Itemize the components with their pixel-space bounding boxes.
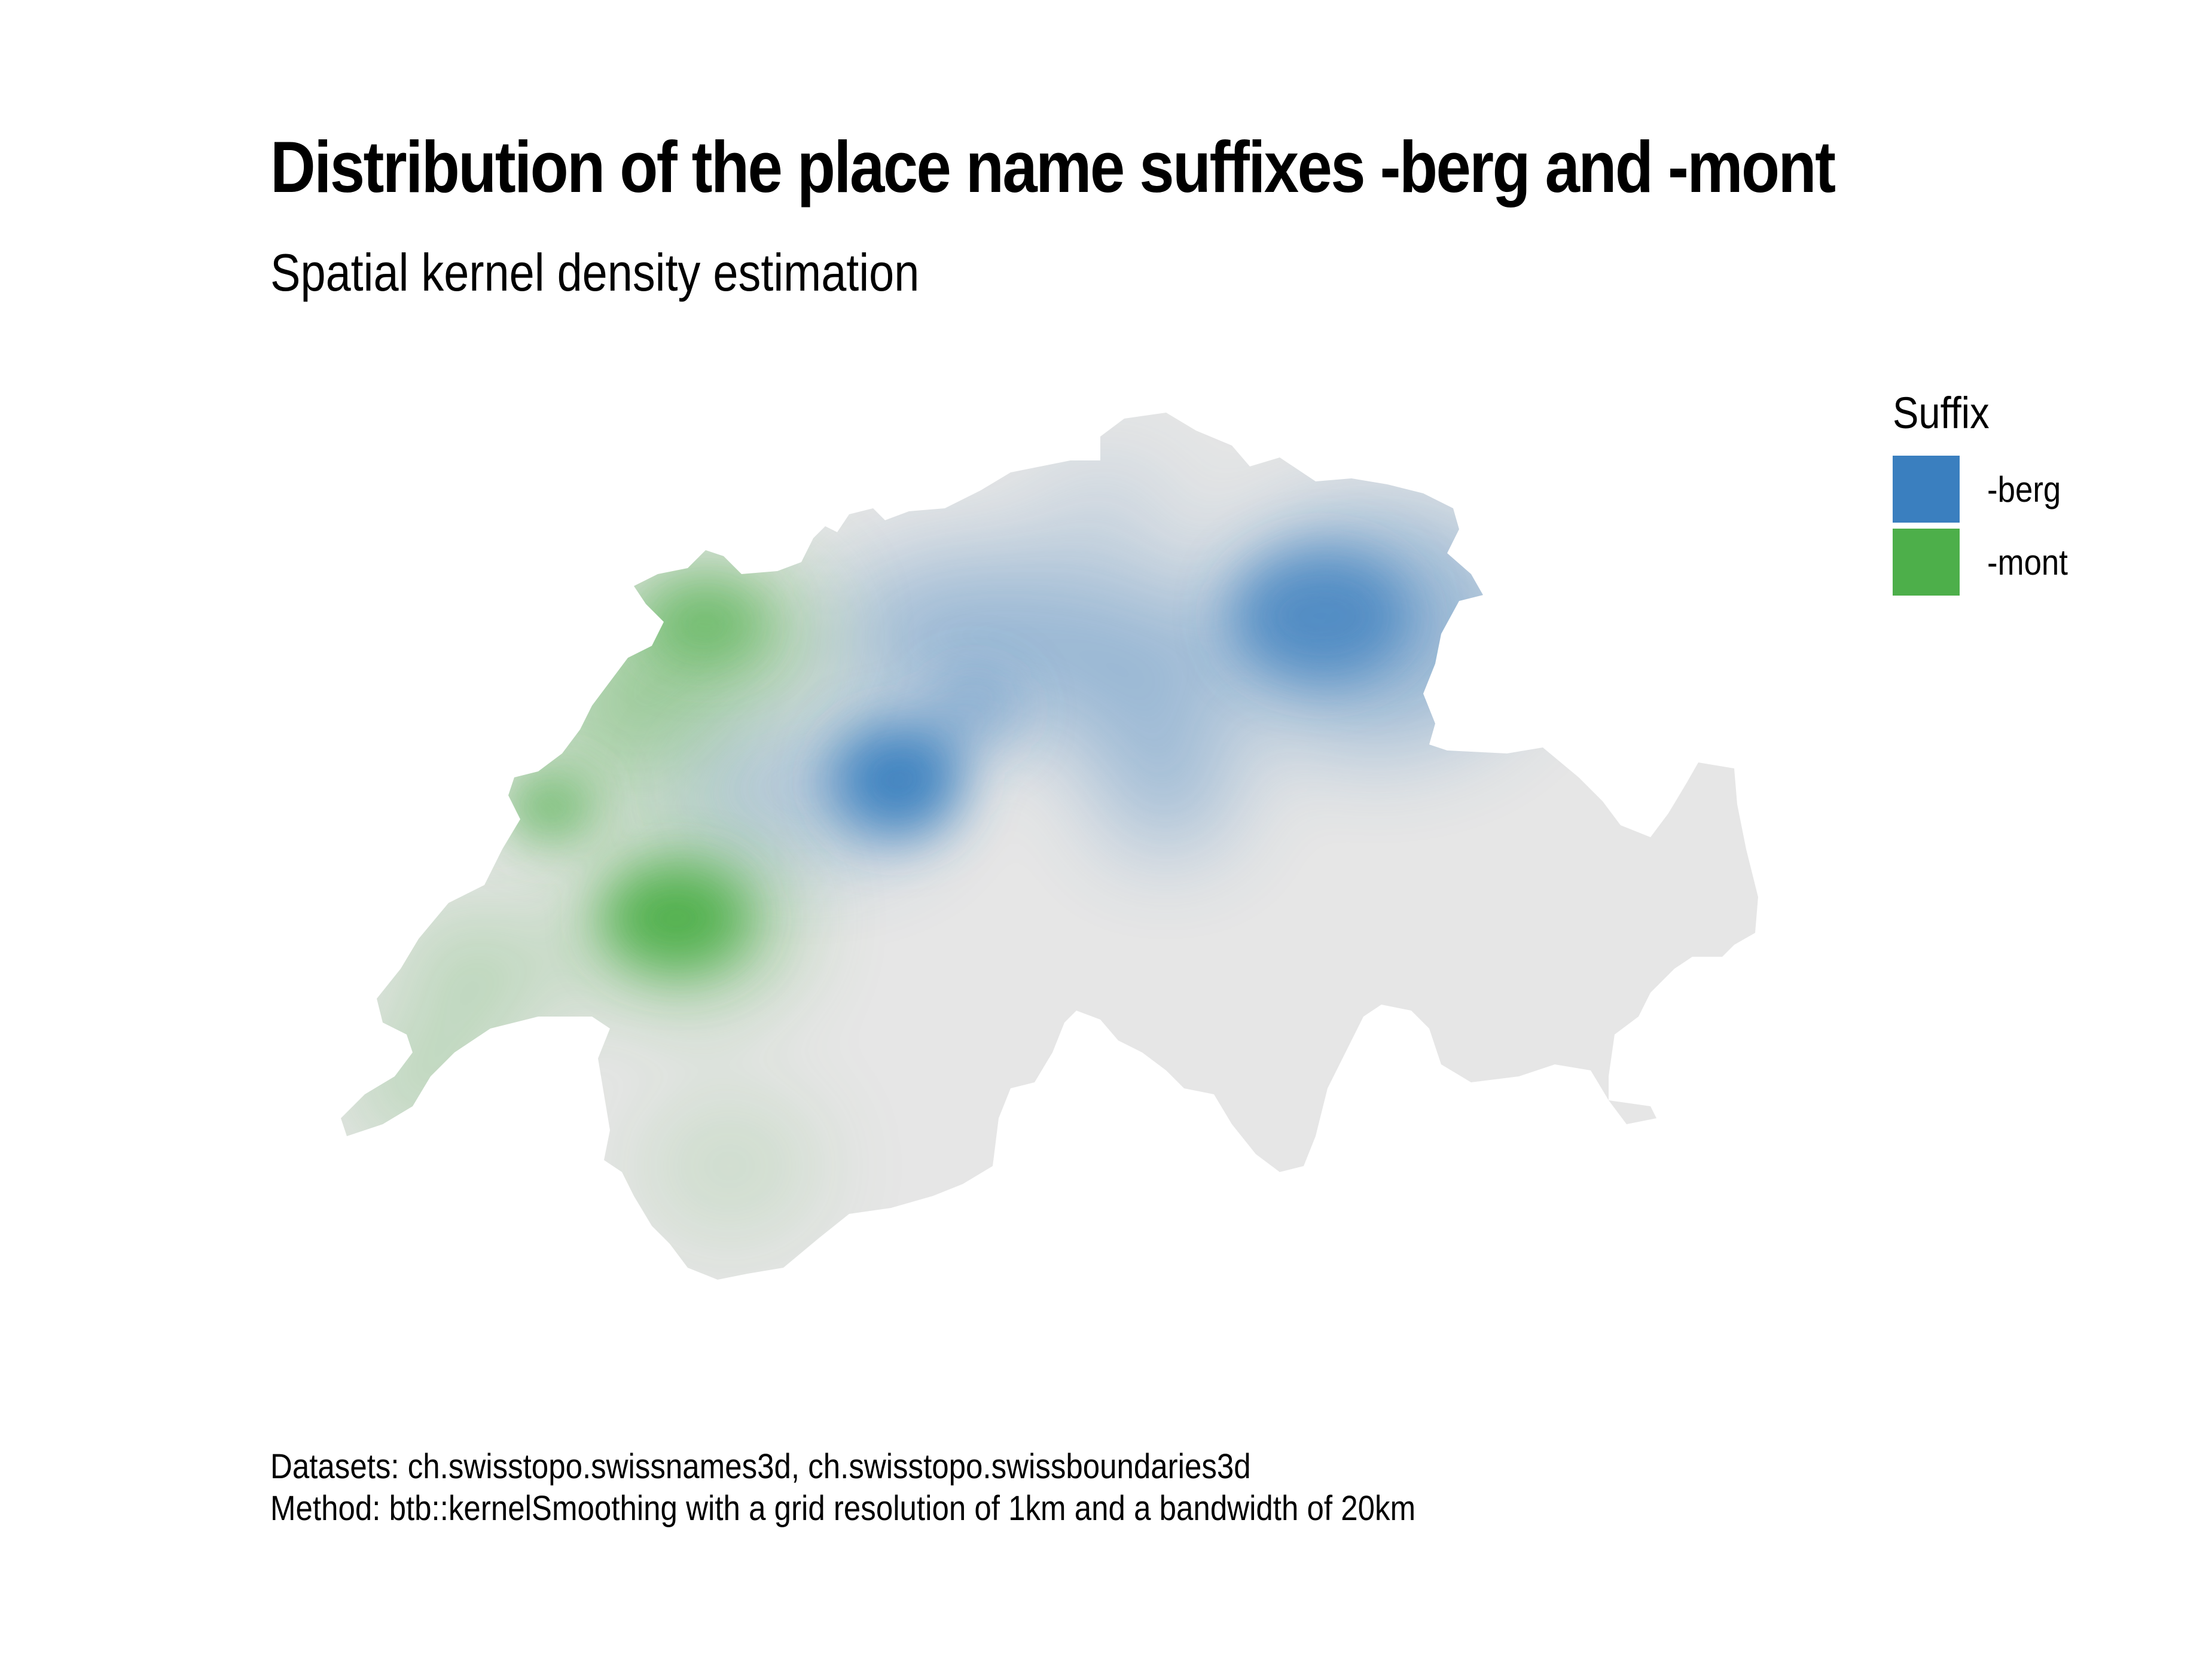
legend-label-berg: -berg bbox=[1987, 469, 2061, 509]
legend-swatch-mont bbox=[1893, 529, 1960, 596]
page-title: Distribution of the place name suffixes … bbox=[270, 126, 1836, 208]
legend-swatch-berg bbox=[1893, 456, 1960, 523]
density-layer bbox=[347, 472, 1531, 1238]
legend-label-mont: -mont bbox=[1987, 542, 2068, 582]
legend-item-mont: -mont bbox=[1893, 527, 2079, 597]
legend-title: Suffix bbox=[1893, 388, 1990, 438]
caption-datasets: Datasets: ch.swisstopo.swissnames3d, ch.… bbox=[270, 1447, 1251, 1486]
switzerland-outline bbox=[341, 413, 1758, 1280]
caption-method: Method: btb::kernelSmoothing with a grid… bbox=[270, 1489, 1416, 1528]
caption: Datasets: ch.swisstopo.swissnames3d, ch.… bbox=[270, 1446, 1415, 1530]
page-subtitle: Spatial kernel density estimation bbox=[270, 243, 920, 302]
legend: Suffix -berg -mont bbox=[1893, 389, 2079, 600]
legend-item-berg: -berg bbox=[1893, 454, 2079, 524]
